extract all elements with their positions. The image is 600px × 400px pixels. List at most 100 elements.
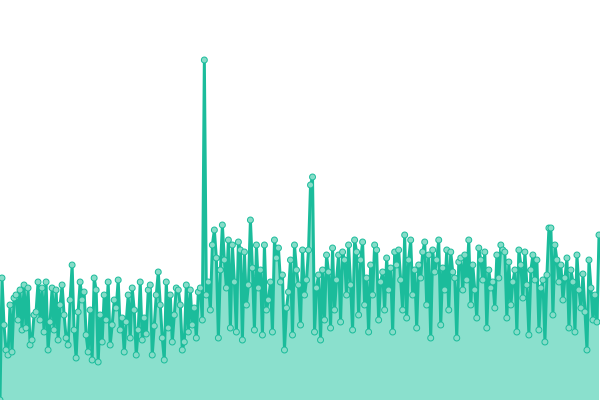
data-point	[260, 241, 268, 249]
data-point	[102, 316, 110, 324]
data-point	[232, 328, 240, 336]
data-point	[198, 316, 206, 324]
data-point	[593, 318, 600, 326]
data-point	[313, 284, 321, 292]
data-point	[126, 334, 134, 342]
data-point	[176, 301, 184, 309]
data-point	[276, 278, 284, 286]
data-point	[295, 281, 302, 289]
data-point	[250, 326, 258, 334]
data-point	[435, 236, 443, 244]
data-point	[84, 348, 92, 356]
data-point	[160, 356, 168, 364]
data-point	[188, 321, 196, 329]
data-point	[290, 241, 298, 249]
data-point	[166, 291, 174, 299]
data-point	[563, 254, 571, 262]
data-point	[351, 236, 359, 244]
data-point	[339, 248, 347, 256]
data-point	[8, 348, 16, 356]
data-point	[130, 306, 138, 314]
data-point	[417, 274, 425, 282]
data-point	[244, 281, 252, 289]
data-point	[341, 256, 349, 264]
data-point	[327, 324, 335, 332]
data-point	[0, 274, 6, 282]
data-point	[100, 291, 108, 299]
data-point	[186, 286, 194, 294]
data-point	[258, 331, 266, 339]
data-point	[445, 306, 453, 314]
data-point	[297, 321, 304, 329]
data-point	[256, 266, 264, 274]
data-point	[475, 244, 483, 252]
data-point	[136, 278, 144, 286]
data-point	[140, 314, 148, 322]
data-point	[353, 248, 361, 256]
data-point	[234, 238, 242, 246]
data-point	[46, 318, 54, 326]
data-point	[579, 270, 587, 278]
data-point	[108, 321, 116, 329]
data-point	[429, 246, 437, 254]
data-point	[441, 286, 449, 294]
data-point	[331, 306, 339, 314]
data-point	[50, 326, 58, 334]
data-point	[134, 326, 142, 334]
data-point	[393, 261, 401, 269]
data-point	[270, 236, 278, 244]
data-point	[148, 351, 156, 359]
data-point	[196, 284, 204, 292]
data-point	[32, 308, 40, 316]
data-point	[82, 331, 90, 339]
data-point	[202, 291, 210, 299]
data-points	[0, 56, 600, 400]
data-point	[272, 254, 280, 262]
data-point	[591, 291, 599, 299]
data-point	[74, 308, 82, 316]
data-point	[36, 316, 44, 324]
data-point	[311, 328, 319, 336]
data-point	[122, 318, 130, 326]
data-point	[361, 301, 369, 309]
data-point	[323, 251, 331, 259]
data-point	[581, 308, 589, 316]
data-point	[519, 294, 527, 302]
data-point	[116, 326, 124, 334]
data-point	[86, 306, 94, 314]
data-point	[349, 326, 357, 334]
data-point	[34, 278, 42, 286]
data-point	[467, 301, 475, 309]
data-point	[206, 306, 214, 314]
data-point	[363, 274, 371, 282]
data-point	[575, 286, 583, 294]
data-point	[146, 281, 154, 289]
data-point	[70, 326, 78, 334]
data-point	[138, 336, 146, 344]
data-point	[411, 266, 419, 274]
data-point	[305, 246, 313, 254]
data-point	[487, 284, 495, 292]
data-point	[64, 341, 72, 349]
data-point	[399, 306, 407, 314]
data-point	[80, 288, 88, 296]
data-point	[180, 338, 188, 346]
data-point	[72, 354, 80, 362]
data-point	[158, 334, 166, 342]
data-point	[505, 258, 513, 266]
data-point	[503, 314, 511, 322]
data-point	[288, 331, 296, 339]
data-point	[541, 338, 549, 346]
data-point	[321, 316, 329, 324]
data-point	[114, 276, 122, 284]
data-point	[248, 264, 256, 272]
series-line	[0, 58, 600, 400]
data-point	[357, 256, 365, 264]
data-point	[401, 231, 409, 239]
data-point	[407, 236, 415, 244]
data-point	[124, 291, 132, 299]
data-point	[174, 286, 182, 294]
data-point	[343, 291, 351, 299]
data-point	[254, 284, 262, 292]
data-point	[325, 268, 333, 276]
